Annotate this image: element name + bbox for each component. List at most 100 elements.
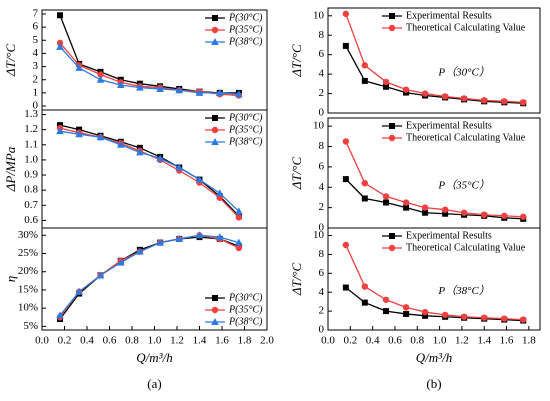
y-tick-label: 6	[319, 267, 325, 279]
x-tick-label: 0.0	[321, 335, 335, 347]
marker	[75, 287, 83, 295]
x-tick-label: 1.4	[193, 335, 207, 347]
x-tick-label: 1.0	[148, 335, 162, 347]
marker	[481, 97, 488, 104]
marker	[361, 283, 369, 290]
marker	[422, 312, 429, 319]
marker	[195, 175, 204, 183]
marker	[361, 195, 368, 202]
legend-label: P(30°C)	[228, 12, 263, 23]
y-tick-label: 3	[33, 60, 39, 72]
marker	[403, 204, 410, 211]
x-tick-label: 1.8	[238, 335, 252, 347]
marker	[342, 176, 349, 183]
marker	[342, 42, 349, 49]
marker	[116, 258, 125, 266]
legend-label: Theoretical Calculating Value	[406, 242, 526, 253]
marker	[235, 238, 243, 246]
y-tick-label: 10	[313, 120, 325, 132]
x-axis-label: Q/m³/h	[416, 350, 452, 365]
marker	[116, 140, 125, 148]
marker	[361, 179, 369, 187]
legend-marker	[212, 115, 218, 121]
x-tick-label: 0.8	[125, 335, 139, 347]
marker	[96, 271, 105, 279]
legend-marker	[211, 138, 219, 145]
legend-marker	[212, 295, 218, 301]
y-tick-label: 4	[33, 47, 39, 59]
x-axis-label: Q/m³/h	[136, 350, 172, 365]
y-axis-label: ΔT/°C	[289, 157, 304, 191]
legend-marker	[211, 306, 219, 314]
series-line	[345, 286, 524, 322]
marker	[175, 234, 184, 242]
marker	[56, 127, 64, 135]
marker	[235, 214, 243, 221]
plot-frame	[327, 7, 541, 114]
marker	[96, 75, 105, 83]
x-tick-label: 1.6	[500, 335, 514, 347]
marker	[402, 86, 410, 93]
y-tick-label: 1.2	[24, 123, 38, 135]
marker	[96, 133, 105, 141]
marker	[421, 90, 429, 97]
series-line	[345, 45, 524, 104]
y-tick-label: 8	[319, 29, 325, 41]
marker	[460, 209, 468, 216]
panel-caption: (a)	[147, 376, 161, 391]
y-tick-label: 10%	[18, 302, 38, 314]
marker	[136, 83, 144, 91]
y-axis-label: ΔP/MPa	[3, 146, 18, 192]
marker	[460, 95, 468, 102]
marker	[520, 99, 527, 106]
legend-label: P(35°C)	[228, 124, 263, 135]
marker	[382, 78, 390, 86]
marker	[402, 304, 410, 311]
marker	[481, 314, 488, 321]
marker	[342, 10, 350, 18]
marker	[441, 93, 449, 100]
y-tick-label: 6	[319, 160, 325, 172]
marker	[215, 88, 224, 96]
x-tick-label: 1.6	[215, 335, 229, 347]
series-line	[59, 234, 240, 316]
y-tick-label: 2	[33, 73, 39, 85]
legend-marker	[212, 15, 218, 21]
y-tick-label: 1	[33, 86, 39, 98]
marker	[75, 63, 83, 71]
series-line	[59, 15, 239, 94]
marker	[57, 12, 63, 19]
legend-marker	[211, 126, 219, 134]
y-tick-label: 2	[319, 201, 325, 213]
marker	[501, 212, 508, 219]
legend-label: P(35°C)	[228, 24, 263, 35]
marker	[56, 42, 64, 50]
legend-label: P(30°C)	[228, 292, 263, 303]
marker	[383, 83, 390, 90]
marker	[156, 154, 164, 162]
y-axis-label: η	[3, 276, 18, 282]
legend-marker	[389, 233, 395, 239]
series-line	[59, 236, 240, 320]
x-tick-label: 1.2	[455, 335, 469, 347]
marker	[421, 308, 429, 316]
marker	[156, 84, 164, 92]
legend-marker	[388, 244, 396, 252]
legend-marker	[211, 318, 219, 325]
annotation: P（35°C）	[437, 179, 489, 192]
marker	[442, 210, 449, 217]
marker	[501, 315, 508, 322]
marker	[136, 148, 144, 156]
legend-marker	[389, 13, 395, 19]
x-tick-label: 1.8	[522, 335, 536, 347]
marker	[382, 193, 390, 200]
x-tick-label: 0.2	[58, 335, 72, 347]
marker	[402, 199, 410, 206]
x-tick-label: 0.0	[35, 335, 49, 347]
marker	[175, 86, 184, 94]
marker	[481, 211, 488, 218]
marker	[361, 77, 368, 84]
legend-label: P(38°C)	[228, 316, 263, 327]
y-tick-label: 10	[313, 229, 325, 241]
